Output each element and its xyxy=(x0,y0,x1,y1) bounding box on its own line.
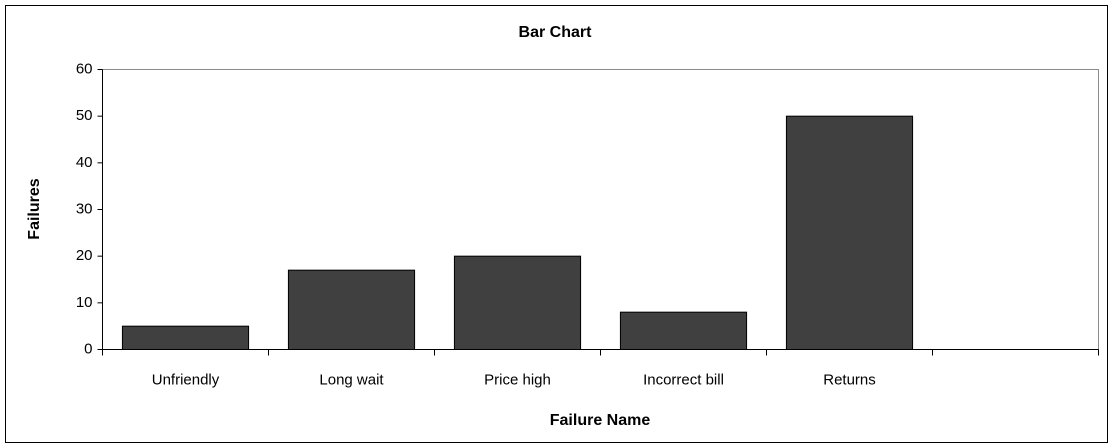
x-tick-label: Returns xyxy=(823,371,876,388)
bar xyxy=(121,325,250,350)
y-axis-label: Failures xyxy=(26,178,43,239)
x-tick-label: Long wait xyxy=(319,371,384,388)
y-tick-label: 20 xyxy=(76,247,93,264)
y-tick-label: 0 xyxy=(84,340,92,357)
y-tick-label: 40 xyxy=(76,154,93,171)
x-tick-label: Incorrect bill xyxy=(643,371,724,388)
chart-frame xyxy=(5,5,1108,443)
chart-title: Bar Chart xyxy=(519,24,593,41)
x-axis-label: Failure Name xyxy=(550,412,651,429)
bar xyxy=(453,255,582,350)
y-tick-label: 60 xyxy=(76,60,93,77)
y-tick-label: 50 xyxy=(76,107,93,124)
bar xyxy=(287,269,416,350)
y-tick-label: 10 xyxy=(76,294,93,311)
bar xyxy=(785,115,914,350)
y-tick-label: 30 xyxy=(76,200,93,217)
x-tick-label: Price high xyxy=(484,371,551,388)
x-tick-label: Unfriendly xyxy=(152,371,220,388)
bar xyxy=(619,311,748,350)
